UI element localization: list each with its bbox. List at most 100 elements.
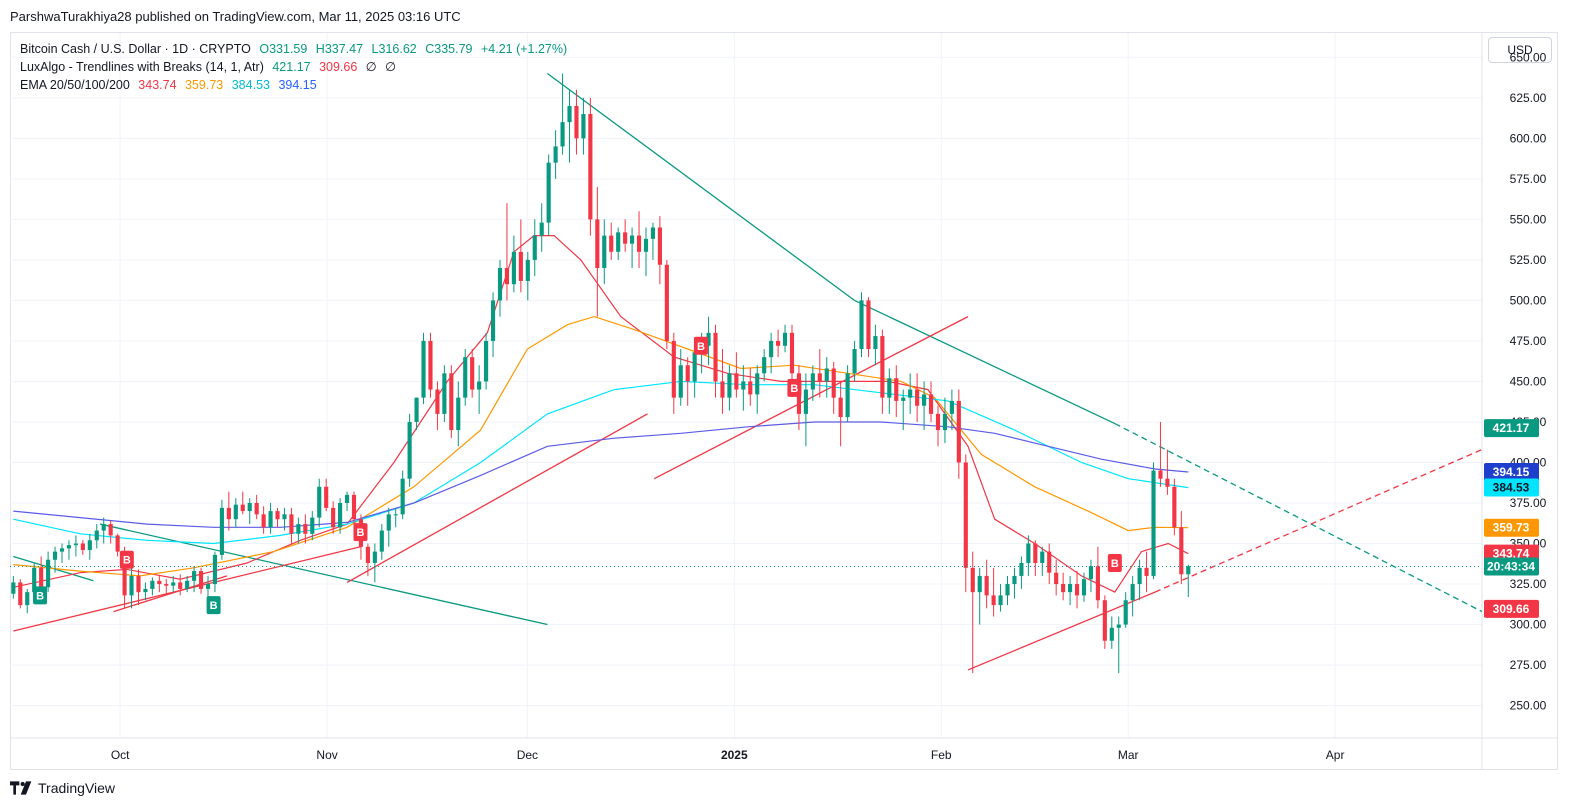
candle: [317, 478, 322, 528]
price-label-text: 359.73: [1493, 521, 1530, 535]
candle-body: [817, 373, 822, 382]
candle: [1144, 551, 1149, 593]
price-label-bg: [1484, 518, 1539, 537]
signal-badge-text: B: [356, 527, 364, 539]
candle-body: [11, 582, 16, 594]
candle: [817, 349, 822, 398]
candle-body: [1061, 584, 1066, 593]
candle-body: [532, 235, 537, 260]
candle-body: [275, 511, 280, 520]
signal-badge-bg: [353, 523, 368, 542]
price-label-bg: [1484, 557, 1539, 576]
candle: [1151, 462, 1156, 580]
candle-body: [998, 595, 1003, 606]
candle: [734, 352, 739, 398]
candle: [1137, 559, 1142, 601]
x-tick-label: 2025: [721, 748, 748, 762]
legend-row-luxalgo[interactable]: LuxAlgo - Trendlines with Breaks (14, 1,…: [20, 58, 567, 76]
trendline: [547, 72, 855, 301]
ema-line-ema200: [13, 421, 1189, 528]
candle-body: [268, 511, 273, 528]
candle-body: [1130, 584, 1135, 601]
candle-body: [553, 146, 558, 163]
candle: [831, 362, 836, 414]
y-tick-label: 575.00: [1510, 172, 1547, 186]
signal-badge-bg: [33, 586, 48, 605]
candle-body: [192, 571, 197, 581]
luxalgo-empty-2: ∅: [385, 60, 397, 74]
signal-badge-text: B: [1111, 558, 1119, 570]
candle: [442, 365, 447, 422]
candle-body: [324, 486, 329, 508]
candle: [567, 89, 572, 163]
candle-body: [831, 368, 836, 398]
candle-body: [894, 378, 899, 401]
candle: [977, 567, 982, 625]
y-tick-label: 475.00: [1510, 334, 1547, 348]
signal-badge-bg: [206, 596, 221, 615]
currency-button[interactable]: USD: [1488, 37, 1552, 63]
candle: [407, 413, 412, 487]
candle: [192, 566, 197, 593]
candle: [755, 365, 760, 414]
candle: [1074, 571, 1080, 609]
candle-body: [588, 114, 593, 220]
candle: [1047, 543, 1052, 585]
y-tick-label: 550.00: [1510, 212, 1547, 226]
candle: [1005, 575, 1010, 606]
candle-body: [657, 227, 662, 265]
candle: [205, 575, 211, 599]
candle: [609, 222, 614, 260]
candle: [949, 389, 954, 431]
candle: [73, 535, 78, 557]
legend-row-symbol[interactable]: Bitcoin Cash / U.S. Dollar · 1D · CRYPTO…: [20, 40, 567, 58]
candle-body: [1040, 551, 1045, 563]
signal-badge-text: B: [36, 590, 44, 602]
candle-body: [643, 238, 649, 252]
candle-body: [470, 357, 475, 390]
candle: [769, 332, 774, 374]
tradingview-logo-icon: [10, 781, 32, 795]
candle-body: [282, 514, 287, 520]
candle-body: [219, 507, 224, 555]
candle-body: [400, 478, 405, 515]
candle: [741, 365, 746, 411]
ema200-value: 394.15: [278, 78, 317, 92]
y-tick-label: 600.00: [1510, 131, 1547, 145]
candle: [922, 381, 927, 431]
candle: [254, 494, 259, 520]
footer-brand[interactable]: TradingView: [10, 780, 115, 796]
candle-body: [233, 504, 238, 520]
candle: [226, 491, 231, 531]
candle-body: [546, 162, 551, 223]
candle: [504, 203, 510, 301]
candle: [915, 373, 920, 422]
candle: [866, 297, 871, 358]
candle: [1165, 449, 1170, 495]
candle-body: [18, 582, 23, 606]
price-label-text: 421.17: [1493, 421, 1530, 435]
candle: [998, 584, 1003, 612]
candle: [94, 524, 99, 549]
price-label-bg: [1484, 462, 1539, 481]
x-tick-label: Feb: [931, 748, 952, 762]
candle-body: [393, 514, 398, 516]
candle: [1179, 511, 1184, 585]
candle-body: [1088, 566, 1094, 580]
low-value: L316.62: [371, 42, 417, 56]
legend-row-ema[interactable]: EMA 20/50/100/200 343.74 359.73 384.53 3…: [20, 76, 567, 94]
signal-badge-bg: [693, 336, 708, 355]
candle: [296, 517, 301, 544]
candle: [212, 551, 218, 593]
candle: [1172, 478, 1177, 536]
candle-body: [150, 580, 155, 589]
ema50-value: 359.73: [185, 78, 224, 92]
candle-body: [310, 517, 315, 534]
candle-body: [428, 340, 433, 390]
candle: [1158, 421, 1163, 487]
candle: [713, 324, 718, 398]
candle-body: [956, 400, 961, 463]
candle-body: [338, 503, 343, 528]
candle: [803, 373, 808, 447]
